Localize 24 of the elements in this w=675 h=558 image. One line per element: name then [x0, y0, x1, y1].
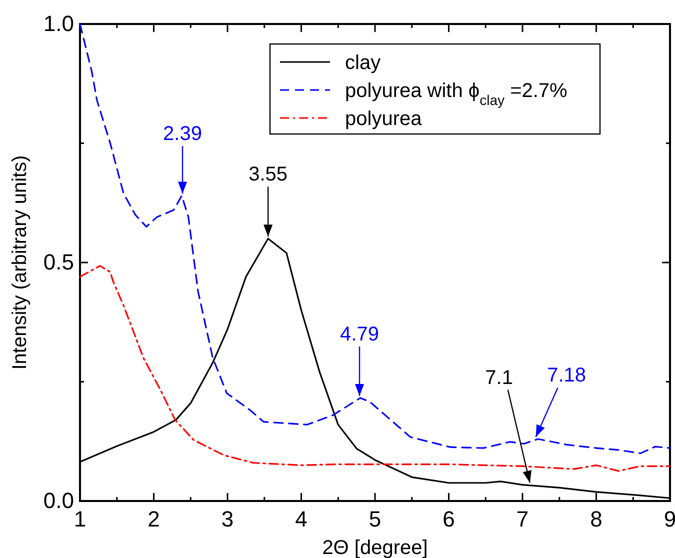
x-tick-label: 7 [516, 506, 529, 532]
x-tick-label: 5 [368, 506, 382, 532]
x-tick-label: 2 [148, 506, 160, 532]
y-axis-title: Intensity (arbitrary units) [9, 155, 31, 370]
legend-label: polyurea [345, 108, 423, 130]
annotation: 2.39 [163, 123, 202, 146]
y-tick-label: 0.5 [43, 250, 74, 275]
legend-label: clay [345, 52, 381, 74]
x-tick-label: 8 [590, 506, 602, 532]
line-series [79, 265, 671, 472]
x-tick-label: 4 [295, 506, 308, 532]
y-tick-label: 0.0 [43, 488, 74, 514]
legend-label: polyurea with ϕ$_{clay}$ =2.7% [345, 80, 568, 108]
x-axis-title: 2Θ [degree] [322, 537, 428, 558]
x-tick-label: 9 [664, 506, 675, 532]
annotation: 3.55 [248, 164, 288, 186]
annotation: 7.18 [547, 364, 586, 387]
y-tick-label: 1.0 [43, 11, 74, 36]
x-tick-label: 3 [221, 506, 234, 532]
line-series [79, 23, 671, 454]
x-tick-label: 1 [74, 506, 86, 532]
annotation: 4.79 [340, 323, 379, 346]
annotation: 7.1 [485, 366, 513, 389]
x-tick-label: 6 [442, 506, 455, 532]
